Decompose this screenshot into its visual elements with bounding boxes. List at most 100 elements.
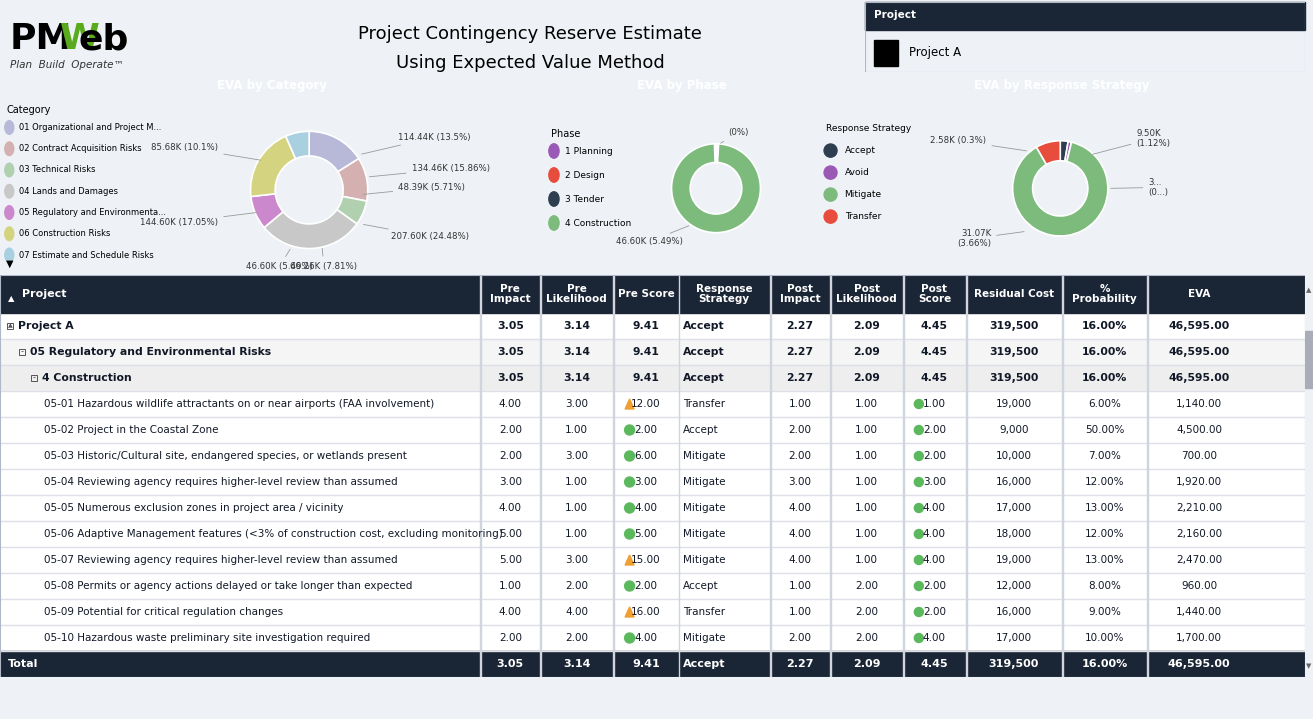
Text: Accept: Accept xyxy=(844,146,876,155)
Bar xyxy=(0,599,1305,625)
Text: 2 Design: 2 Design xyxy=(565,170,605,180)
Text: 1.00: 1.00 xyxy=(566,529,588,539)
Text: 66.26K (7.81%): 66.26K (7.81%) xyxy=(290,248,357,270)
Circle shape xyxy=(625,425,634,435)
Text: Project A: Project A xyxy=(18,321,74,331)
Wedge shape xyxy=(1060,141,1069,161)
Text: ▲: ▲ xyxy=(1306,287,1312,293)
Circle shape xyxy=(5,185,13,198)
Text: 3.14: 3.14 xyxy=(563,373,591,383)
Text: 4.00: 4.00 xyxy=(566,607,588,617)
Circle shape xyxy=(625,581,634,591)
Circle shape xyxy=(914,608,923,616)
Text: 2.27: 2.27 xyxy=(786,321,814,331)
Text: Transfer: Transfer xyxy=(844,212,881,221)
Text: 50.00%: 50.00% xyxy=(1085,425,1124,435)
Text: 700.00: 700.00 xyxy=(1182,451,1217,461)
Text: 2.09: 2.09 xyxy=(853,373,880,383)
Text: 9.50K
(1.12%): 9.50K (1.12%) xyxy=(1092,129,1170,155)
Text: 3.05: 3.05 xyxy=(496,373,524,383)
Text: ▼: ▼ xyxy=(1306,663,1312,669)
Bar xyxy=(0,391,1305,417)
Text: 1,700.00: 1,700.00 xyxy=(1176,633,1222,643)
Bar xyxy=(873,40,898,66)
Text: Project Contingency Reserve Estimate: Project Contingency Reserve Estimate xyxy=(358,25,702,43)
Circle shape xyxy=(5,121,13,134)
Text: 3.14: 3.14 xyxy=(563,659,591,669)
Text: Response
Strategy: Response Strategy xyxy=(696,283,752,304)
Text: Pre
Impact: Pre Impact xyxy=(490,283,530,304)
Text: 114.44K (13.5%): 114.44K (13.5%) xyxy=(361,133,471,154)
Text: 3.05: 3.05 xyxy=(496,321,524,331)
Circle shape xyxy=(825,144,838,157)
Text: 2.00: 2.00 xyxy=(789,451,811,461)
Text: 4.00: 4.00 xyxy=(499,399,521,409)
Polygon shape xyxy=(625,555,634,565)
Text: Accept: Accept xyxy=(683,347,725,357)
Text: 960.00: 960.00 xyxy=(1182,581,1217,591)
Text: 2.00: 2.00 xyxy=(923,607,945,617)
Circle shape xyxy=(549,192,559,206)
Text: 12.00%: 12.00% xyxy=(1085,529,1124,539)
Text: 4.00: 4.00 xyxy=(789,503,811,513)
Text: 1.00: 1.00 xyxy=(855,477,878,487)
Circle shape xyxy=(625,451,634,461)
Polygon shape xyxy=(625,607,634,617)
Text: Pre Score: Pre Score xyxy=(617,289,675,299)
Text: 2.00: 2.00 xyxy=(499,451,521,461)
Text: Transfer: Transfer xyxy=(683,399,725,409)
Text: Project: Project xyxy=(22,289,67,299)
Circle shape xyxy=(914,503,923,513)
Text: 1.00: 1.00 xyxy=(855,451,878,461)
Text: 134.46K (15.86%): 134.46K (15.86%) xyxy=(369,165,490,177)
Text: Total: Total xyxy=(8,659,38,669)
Text: 1.00: 1.00 xyxy=(855,555,878,565)
Text: 1,140.00: 1,140.00 xyxy=(1176,399,1222,409)
Text: 1.00: 1.00 xyxy=(855,503,878,513)
Text: 1.00: 1.00 xyxy=(789,399,811,409)
Circle shape xyxy=(5,163,13,177)
Circle shape xyxy=(914,426,923,434)
Bar xyxy=(0,521,1305,547)
Text: 2,160.00: 2,160.00 xyxy=(1176,529,1222,539)
Text: 2.00: 2.00 xyxy=(634,425,658,435)
Text: 05-01 Hazardous wildlife attractants on or near airports (FAA involvement): 05-01 Hazardous wildlife attractants on … xyxy=(45,399,435,409)
Text: 2.00: 2.00 xyxy=(789,425,811,435)
Bar xyxy=(0,625,1305,651)
Text: (0%): (0%) xyxy=(721,128,748,143)
Text: 3.05: 3.05 xyxy=(496,347,524,357)
Text: 05-05 Numerous exclusion zones in project area / vicinity: 05-05 Numerous exclusion zones in projec… xyxy=(45,503,344,513)
Text: 13.00%: 13.00% xyxy=(1085,555,1124,565)
Bar xyxy=(0,313,1305,339)
Bar xyxy=(0,547,1305,573)
Text: ▼: ▼ xyxy=(5,259,13,269)
Text: 3.00: 3.00 xyxy=(566,451,588,461)
Text: PM: PM xyxy=(11,22,72,56)
Circle shape xyxy=(625,633,634,643)
Text: Accept: Accept xyxy=(683,321,725,331)
Circle shape xyxy=(5,142,13,155)
Text: 2.00: 2.00 xyxy=(789,633,811,643)
Text: 2.09: 2.09 xyxy=(853,347,880,357)
Text: 05-08 Permits or agency actions delayed or take longer than expected: 05-08 Permits or agency actions delayed … xyxy=(45,581,412,591)
Text: 2,470.00: 2,470.00 xyxy=(1176,555,1222,565)
Text: 2.09: 2.09 xyxy=(853,321,880,331)
Circle shape xyxy=(914,556,923,564)
Text: 1.00: 1.00 xyxy=(923,399,945,409)
Text: 16.00: 16.00 xyxy=(632,607,660,617)
Text: 5.00: 5.00 xyxy=(634,529,658,539)
Text: 4 Construction: 4 Construction xyxy=(565,219,632,227)
Text: 6.00: 6.00 xyxy=(634,451,658,461)
Text: 1.00: 1.00 xyxy=(855,425,878,435)
Text: Plan  Build  Operate™: Plan Build Operate™ xyxy=(11,60,123,70)
Text: 46,595.00: 46,595.00 xyxy=(1169,347,1230,357)
Bar xyxy=(0,469,1305,495)
Text: 46,595.00: 46,595.00 xyxy=(1169,373,1230,383)
Wedge shape xyxy=(1065,142,1071,162)
Text: 3.00: 3.00 xyxy=(499,477,521,487)
Text: 05 Regulatory and Environmenta...: 05 Regulatory and Environmenta... xyxy=(18,208,165,217)
Text: 4,500.00: 4,500.00 xyxy=(1176,425,1222,435)
Text: 06 Construction Risks: 06 Construction Risks xyxy=(18,229,110,238)
Text: 5.00: 5.00 xyxy=(499,555,521,565)
Text: 04 Lands and Damages: 04 Lands and Damages xyxy=(18,187,118,196)
